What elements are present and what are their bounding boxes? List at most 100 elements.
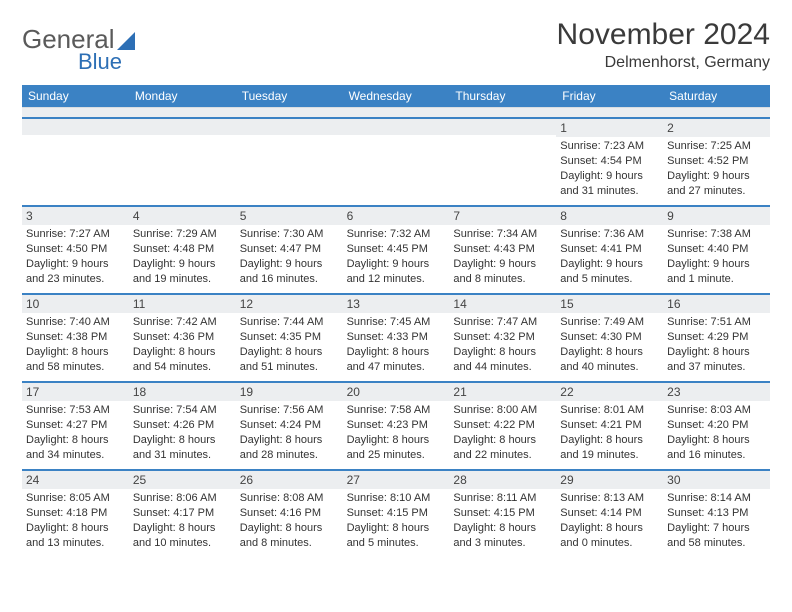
day-daylight1: Daylight: 8 hours bbox=[26, 521, 125, 536]
page-title: November 2024 bbox=[557, 18, 770, 52]
day-number: 12 bbox=[236, 295, 343, 313]
day-sunset: Sunset: 4:13 PM bbox=[667, 506, 766, 521]
day-number: 16 bbox=[663, 295, 770, 313]
day-sunset: Sunset: 4:16 PM bbox=[240, 506, 339, 521]
calendar-cell: 9Sunrise: 7:38 AMSunset: 4:40 PMDaylight… bbox=[663, 205, 770, 293]
day-daylight1: Daylight: 8 hours bbox=[240, 521, 339, 536]
day-sunset: Sunset: 4:36 PM bbox=[133, 330, 232, 345]
day-number: 17 bbox=[22, 383, 129, 401]
day-number: 15 bbox=[556, 295, 663, 313]
day-details: Sunrise: 8:08 AMSunset: 4:16 PMDaylight:… bbox=[240, 491, 339, 550]
day-sunrise: Sunrise: 7:49 AM bbox=[560, 315, 659, 330]
day-daylight2: and 16 minutes. bbox=[240, 272, 339, 287]
day-daylight2: and 25 minutes. bbox=[347, 448, 446, 463]
day-daylight1: Daylight: 8 hours bbox=[560, 433, 659, 448]
day-sunrise: Sunrise: 7:42 AM bbox=[133, 315, 232, 330]
calendar-cell: 10Sunrise: 7:40 AMSunset: 4:38 PMDayligh… bbox=[22, 293, 129, 381]
calendar-cell: 20Sunrise: 7:58 AMSunset: 4:23 PMDayligh… bbox=[343, 381, 450, 469]
day-daylight1: Daylight: 8 hours bbox=[240, 433, 339, 448]
day-details: Sunrise: 7:54 AMSunset: 4:26 PMDaylight:… bbox=[133, 403, 232, 462]
day-sunrise: Sunrise: 8:06 AM bbox=[133, 491, 232, 506]
calendar-cell: 21Sunrise: 8:00 AMSunset: 4:22 PMDayligh… bbox=[449, 381, 556, 469]
day-daylight2: and 5 minutes. bbox=[347, 536, 446, 551]
calendar-cell bbox=[236, 117, 343, 205]
day-daylight2: and 23 minutes. bbox=[26, 272, 125, 287]
day-details: Sunrise: 8:03 AMSunset: 4:20 PMDaylight:… bbox=[667, 403, 766, 462]
day-sunrise: Sunrise: 7:53 AM bbox=[26, 403, 125, 418]
day-sunset: Sunset: 4:54 PM bbox=[560, 154, 659, 169]
day-sunrise: Sunrise: 7:45 AM bbox=[347, 315, 446, 330]
calendar-cell: 14Sunrise: 7:47 AMSunset: 4:32 PMDayligh… bbox=[449, 293, 556, 381]
day-sunset: Sunset: 4:35 PM bbox=[240, 330, 339, 345]
day-number: 2 bbox=[663, 119, 770, 137]
day-sunrise: Sunrise: 7:58 AM bbox=[347, 403, 446, 418]
day-daylight1: Daylight: 9 hours bbox=[560, 169, 659, 184]
calendar-week: 17Sunrise: 7:53 AMSunset: 4:27 PMDayligh… bbox=[22, 381, 770, 469]
day-details: Sunrise: 7:49 AMSunset: 4:30 PMDaylight:… bbox=[560, 315, 659, 374]
day-number: 5 bbox=[236, 207, 343, 225]
dow-monday: Monday bbox=[129, 85, 236, 107]
calendar-cell: 7Sunrise: 7:34 AMSunset: 4:43 PMDaylight… bbox=[449, 205, 556, 293]
day-sunset: Sunset: 4:21 PM bbox=[560, 418, 659, 433]
day-details: Sunrise: 7:29 AMSunset: 4:48 PMDaylight:… bbox=[133, 227, 232, 286]
day-daylight1: Daylight: 8 hours bbox=[560, 521, 659, 536]
day-daylight1: Daylight: 9 hours bbox=[560, 257, 659, 272]
day-daylight1: Daylight: 9 hours bbox=[667, 169, 766, 184]
day-details: Sunrise: 8:13 AMSunset: 4:14 PMDaylight:… bbox=[560, 491, 659, 550]
day-sunrise: Sunrise: 7:44 AM bbox=[240, 315, 339, 330]
calendar-cell: 17Sunrise: 7:53 AMSunset: 4:27 PMDayligh… bbox=[22, 381, 129, 469]
day-daylight2: and 0 minutes. bbox=[560, 536, 659, 551]
empty-daynum-strip bbox=[129, 119, 236, 135]
calendar-cell: 8Sunrise: 7:36 AMSunset: 4:41 PMDaylight… bbox=[556, 205, 663, 293]
day-number: 26 bbox=[236, 471, 343, 489]
day-details: Sunrise: 8:06 AMSunset: 4:17 PMDaylight:… bbox=[133, 491, 232, 550]
calendar-cell: 19Sunrise: 7:56 AMSunset: 4:24 PMDayligh… bbox=[236, 381, 343, 469]
day-daylight2: and 12 minutes. bbox=[347, 272, 446, 287]
day-daylight2: and 1 minute. bbox=[667, 272, 766, 287]
day-details: Sunrise: 7:30 AMSunset: 4:47 PMDaylight:… bbox=[240, 227, 339, 286]
day-daylight1: Daylight: 8 hours bbox=[453, 433, 552, 448]
calendar-cell: 15 Sunrise: 7:49 AMSunset: 4:30 PMDayligh… bbox=[556, 293, 663, 381]
day-details: Sunrise: 7:47 AMSunset: 4:32 PMDaylight:… bbox=[453, 315, 552, 374]
day-daylight2: and 27 minutes. bbox=[667, 184, 766, 199]
day-daylight2: and 10 minutes. bbox=[133, 536, 232, 551]
day-daylight2: and 31 minutes. bbox=[133, 448, 232, 463]
empty-daynum-strip bbox=[236, 119, 343, 135]
day-of-week-header: Sunday Monday Tuesday Wednesday Thursday… bbox=[22, 85, 770, 107]
calendar-cell: 30Sunrise: 8:14 AMSunset: 4:13 PMDayligh… bbox=[663, 469, 770, 557]
day-daylight1: Daylight: 8 hours bbox=[667, 433, 766, 448]
day-number: 27 bbox=[343, 471, 450, 489]
day-daylight2: and 44 minutes. bbox=[453, 360, 552, 375]
calendar-cell: 6Sunrise: 7:32 AMSunset: 4:45 PMDaylight… bbox=[343, 205, 450, 293]
calendar-cell bbox=[22, 117, 129, 205]
day-sunset: Sunset: 4:18 PM bbox=[26, 506, 125, 521]
calendar-cell: 26 Sunrise: 8:08 AMSunset: 4:16 PMDayligh… bbox=[236, 469, 343, 557]
day-daylight1: Daylight: 8 hours bbox=[26, 345, 125, 360]
day-sunrise: Sunrise: 7:29 AM bbox=[133, 227, 232, 242]
dow-friday: Friday bbox=[556, 85, 663, 107]
dow-saturday: Saturday bbox=[663, 85, 770, 107]
day-number: 10 bbox=[22, 295, 129, 313]
day-sunset: Sunset: 4:20 PM bbox=[667, 418, 766, 433]
day-sunrise: Sunrise: 7:23 AM bbox=[560, 139, 659, 154]
day-number: 11 bbox=[129, 295, 236, 313]
day-daylight2: and 13 minutes. bbox=[26, 536, 125, 551]
day-daylight1: Daylight: 9 hours bbox=[667, 257, 766, 272]
day-sunrise: Sunrise: 7:54 AM bbox=[133, 403, 232, 418]
calendar-cell: 3Sunrise: 7:27 AMSunset: 4:50 PMDaylight… bbox=[22, 205, 129, 293]
day-number: 28 bbox=[449, 471, 556, 489]
day-number: 8 bbox=[556, 207, 663, 225]
day-daylight2: and 40 minutes. bbox=[560, 360, 659, 375]
calendar-week: 1Sunrise: 7:23 AMSunset: 4:54 PMDaylight… bbox=[22, 117, 770, 205]
day-daylight2: and 47 minutes. bbox=[347, 360, 446, 375]
day-sunset: Sunset: 4:24 PM bbox=[240, 418, 339, 433]
day-sunset: Sunset: 4:26 PM bbox=[133, 418, 232, 433]
logo: General Blue bbox=[22, 18, 135, 75]
calendar-cell: 1Sunrise: 7:23 AMSunset: 4:54 PMDaylight… bbox=[556, 117, 663, 205]
calendar-cell: 11Sunrise: 7:42 AMSunset: 4:36 PMDayligh… bbox=[129, 293, 236, 381]
day-daylight1: Daylight: 8 hours bbox=[240, 345, 339, 360]
day-daylight1: Daylight: 8 hours bbox=[133, 433, 232, 448]
day-number: 7 bbox=[449, 207, 556, 225]
day-number: 22 bbox=[556, 383, 663, 401]
day-sunset: Sunset: 4:48 PM bbox=[133, 242, 232, 257]
